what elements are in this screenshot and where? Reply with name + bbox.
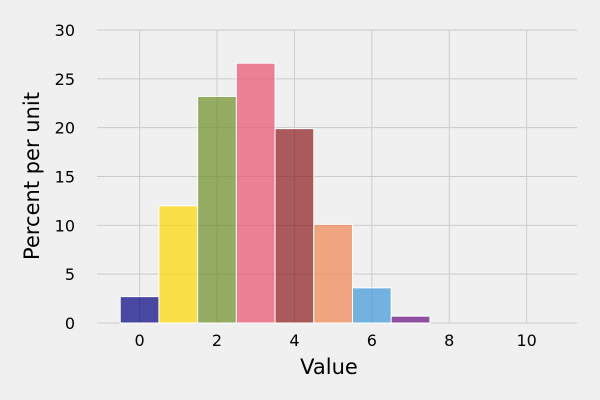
x-tick-label: 8 — [444, 331, 454, 350]
y-tick-label: 10 — [55, 216, 75, 235]
histogram-bar — [313, 223, 353, 324]
x-axis-label: Value — [300, 355, 358, 379]
histogram-bar — [158, 205, 199, 324]
x-tick-label: 10 — [516, 331, 536, 350]
y-tick-label: 0 — [65, 314, 75, 333]
y-tick-label: 20 — [55, 119, 75, 138]
x-tick-label: 6 — [367, 331, 377, 350]
histogram-bar — [274, 128, 315, 324]
x-tick-label: 0 — [134, 331, 144, 350]
y-tick-label: 15 — [55, 168, 75, 187]
y-tick-label: 30 — [55, 21, 75, 40]
histogram-bar — [351, 287, 392, 324]
y-tick-label: 5 — [65, 265, 75, 284]
histogram-bar — [235, 62, 276, 324]
histogram-bar — [390, 315, 431, 324]
y-axis-label: Percent per unit — [20, 92, 44, 260]
histogram-bar — [197, 95, 237, 324]
histogram-bar — [119, 296, 160, 324]
y-tick-label: 25 — [55, 70, 75, 89]
bars — [119, 62, 431, 324]
tick-labels: 0 2 4 6 8 10 0 5 10 15 20 25 30 — [55, 21, 537, 350]
x-tick-label: 2 — [212, 331, 222, 350]
x-tick-label: 4 — [289, 331, 299, 350]
